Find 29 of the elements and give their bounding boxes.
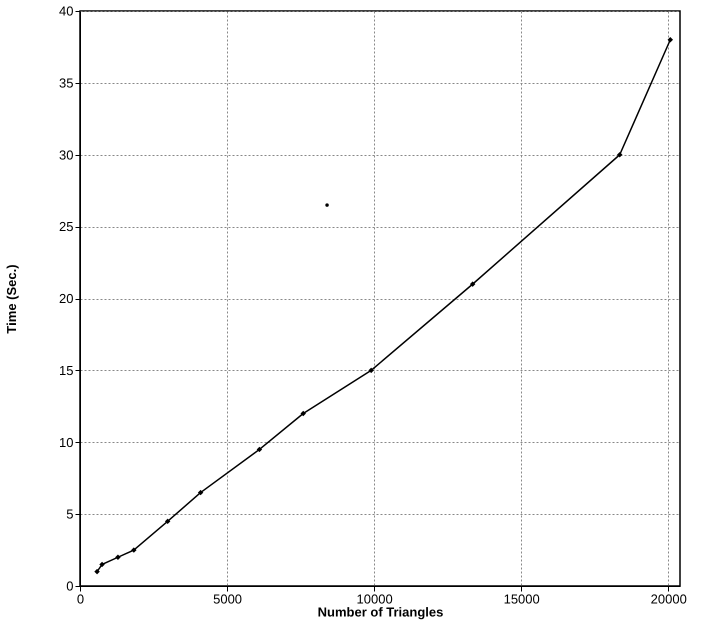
x-axis-title: Number of Triangles (318, 604, 444, 620)
y-tick-label: 5 (66, 506, 74, 522)
point (115, 554, 121, 560)
x-tick-label: 5000 (213, 592, 242, 606)
point (300, 410, 306, 416)
point (616, 152, 622, 158)
y-tick-label: 40 (59, 4, 74, 18)
y-tick-label: 20 (59, 291, 74, 306)
x-tick-label: 20000 (650, 592, 687, 606)
y-tick-label: 30 (59, 147, 74, 162)
y-tick-label: 15 (59, 362, 74, 378)
x-tick-label: 10000 (356, 592, 393, 606)
point (131, 547, 137, 553)
y-tick-label: 10 (59, 434, 74, 450)
point (99, 562, 105, 568)
x-tick-label: 15000 (504, 592, 540, 606)
point (470, 281, 476, 287)
x-tick-label: 0 (76, 592, 84, 606)
point (325, 203, 329, 207)
point (256, 446, 262, 452)
point (368, 368, 374, 374)
point (668, 37, 674, 42)
y-tick-label: 35 (59, 75, 74, 90)
y-tick-label: 25 (59, 219, 74, 234)
y-axis-title: Time (Sec.) (4, 264, 20, 334)
y-tick-label: 0 (66, 578, 74, 594)
point (164, 518, 170, 524)
point (198, 490, 204, 496)
point (94, 568, 100, 574)
